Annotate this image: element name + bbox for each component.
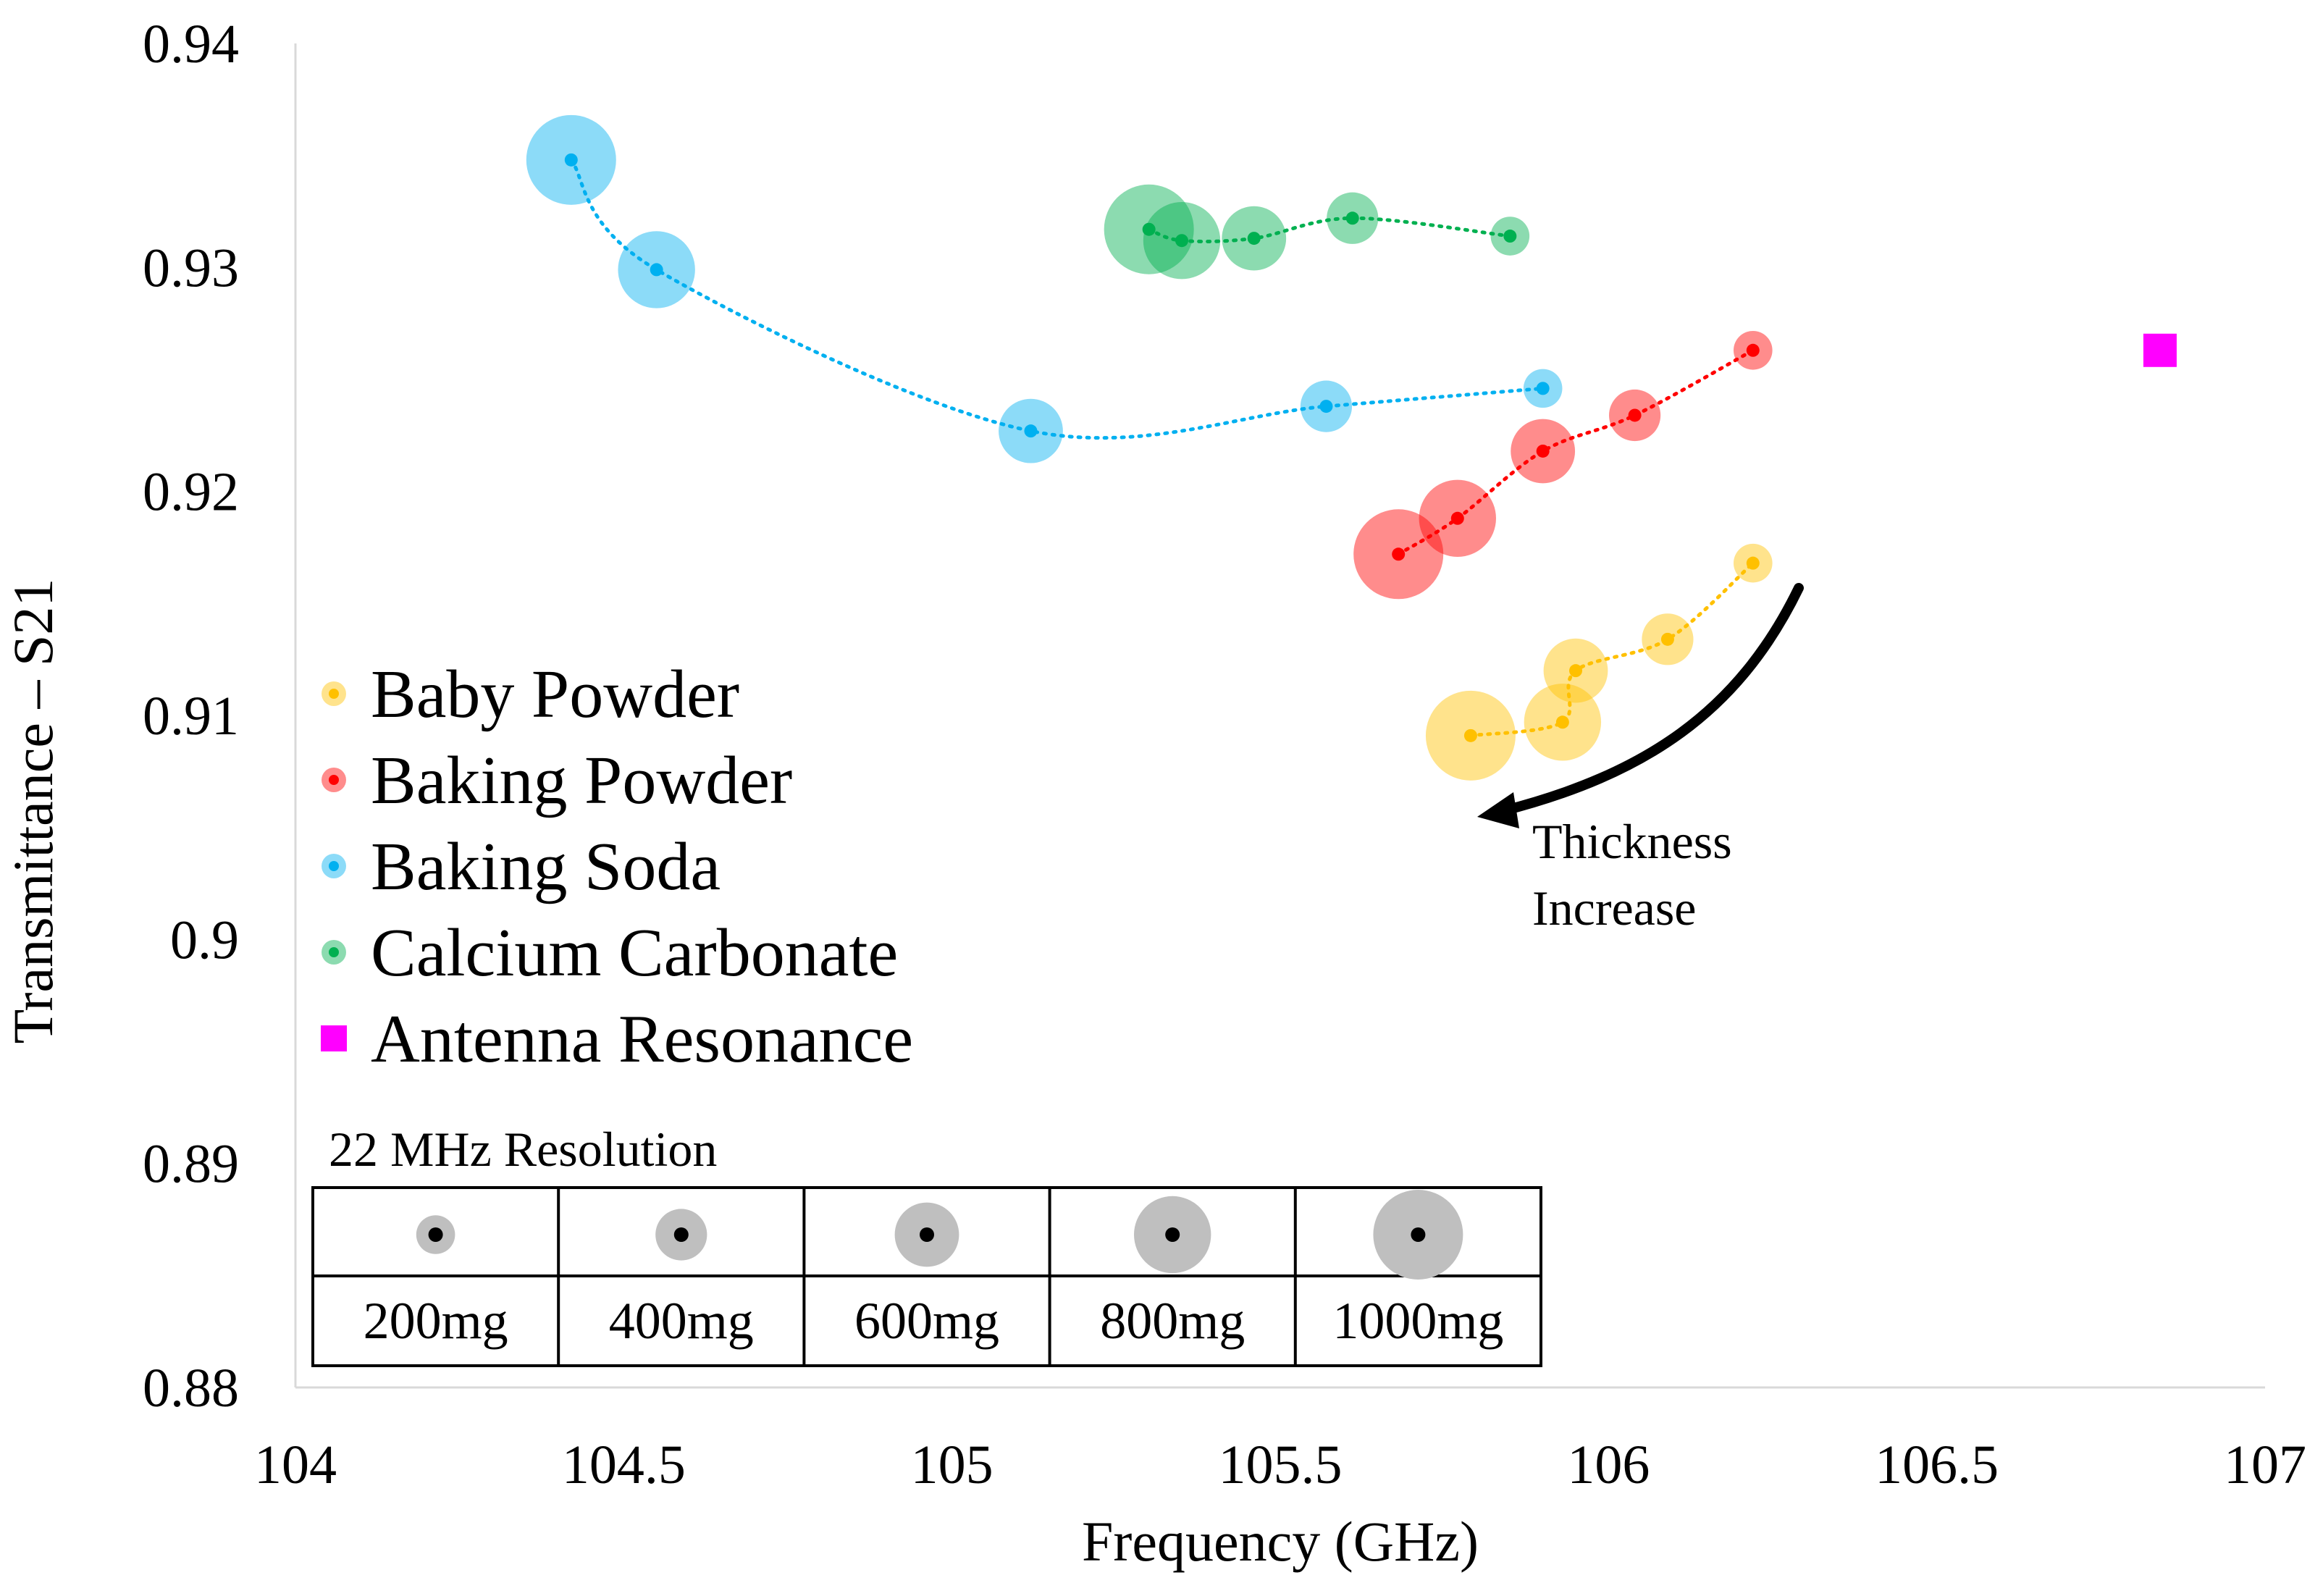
annotation-increase: Increase bbox=[1532, 881, 1696, 936]
baby-powder-point bbox=[1569, 664, 1582, 678]
baby-powder-point bbox=[1555, 715, 1569, 729]
annotation-thickness: Thickness bbox=[1532, 814, 1732, 869]
calcium-carbonate-point bbox=[1345, 211, 1359, 225]
legend-baking-soda-label: Baking Soda bbox=[371, 829, 721, 904]
baby-powder-point bbox=[1660, 632, 1674, 646]
antenna-resonance-group bbox=[2143, 333, 2177, 367]
y-tick-labels: 0.88 0.89 0.9 0.91 0.92 0.93 0.94 bbox=[143, 14, 239, 1419]
x-tick-label: 105.5 bbox=[1219, 1435, 1343, 1495]
baby-powder-point bbox=[1746, 556, 1760, 570]
legend-baking-soda-dot bbox=[329, 861, 339, 871]
x-tick-labels: 104 104.5 105 105.5 106 106.5 107 bbox=[254, 1435, 2306, 1495]
y-tick-label: 0.89 bbox=[143, 1134, 239, 1195]
baking-powder-point bbox=[1450, 511, 1464, 525]
x-axis-title: Frequency (GHz) bbox=[1082, 1510, 1479, 1573]
baby-powder-point bbox=[1463, 728, 1477, 742]
x-tick-label: 107 bbox=[2224, 1435, 2306, 1495]
x-tick-label: 106.5 bbox=[1875, 1435, 1999, 1495]
y-tick-label: 0.88 bbox=[143, 1358, 239, 1419]
baking-powder-point bbox=[1746, 343, 1760, 357]
legend-baking-powder-label: Baking Powder bbox=[371, 743, 792, 818]
legend-antenna-resonance-label: Antenna Resonance bbox=[371, 1001, 913, 1077]
x-tick-label: 106 bbox=[1567, 1435, 1650, 1495]
baking-soda-point bbox=[1319, 400, 1333, 413]
legend: Baby Powder Baking Powder Baking Soda Calci… bbox=[321, 657, 913, 1077]
size-legend: 200mg 400mg 600mg 800mg 1000mg bbox=[311, 1186, 1542, 1367]
point-centers bbox=[564, 153, 1760, 742]
y-tick-label: 0.9 bbox=[170, 910, 239, 970]
antenna-resonance-marker bbox=[2143, 333, 2177, 367]
x-tick-label: 104.5 bbox=[562, 1435, 686, 1495]
calcium-carbonate-point bbox=[1142, 222, 1156, 236]
size-legend-label-400mg: 400mg bbox=[609, 1292, 754, 1350]
calcium-carbonate-point bbox=[1175, 234, 1188, 248]
legend-calcium-carbonate-dot bbox=[329, 947, 339, 957]
size-legend-label-600mg: 600mg bbox=[854, 1292, 999, 1350]
baking-soda-point bbox=[564, 153, 578, 167]
y-tick-label: 0.93 bbox=[143, 238, 239, 298]
y-tick-label: 0.92 bbox=[143, 462, 239, 523]
legend-baking-powder-dot bbox=[329, 775, 339, 785]
y-axis-title: Transmittance – S21 bbox=[1, 579, 64, 1044]
size-legend-dot-1000mg bbox=[1411, 1227, 1426, 1242]
baking-powder-point bbox=[1628, 408, 1642, 422]
legend-antenna-resonance-marker bbox=[321, 1025, 347, 1051]
baking-powder-point bbox=[1392, 547, 1406, 561]
size-legend-label-1000mg: 1000mg bbox=[1332, 1292, 1503, 1350]
thickness-arrowhead bbox=[1477, 792, 1519, 828]
baking-soda-point bbox=[1536, 382, 1550, 395]
legend-baby-powder-dot bbox=[329, 689, 339, 699]
x-tick-label: 105 bbox=[911, 1435, 994, 1495]
baking-soda-point bbox=[1024, 424, 1038, 438]
size-legend-label-800mg: 800mg bbox=[1100, 1292, 1245, 1350]
baking-soda-trend-line bbox=[569, 158, 1545, 440]
calcium-carbonate-point bbox=[1247, 232, 1261, 245]
calcium-carbonate-point bbox=[1503, 230, 1517, 243]
thickness-arrow bbox=[1497, 583, 1804, 816]
y-tick-label: 0.94 bbox=[143, 14, 239, 75]
size-legend-dot-400mg bbox=[673, 1227, 689, 1242]
size-legend-dot-800mg bbox=[1165, 1227, 1180, 1242]
size-legend-title: 22 MHz Resolution bbox=[329, 1122, 717, 1177]
size-legend-dot-200mg bbox=[428, 1227, 443, 1242]
baking-powder-point bbox=[1536, 444, 1550, 458]
legend-baby-powder-label: Baby Powder bbox=[371, 657, 739, 732]
baking-soda-point bbox=[650, 263, 663, 277]
y-tick-label: 0.91 bbox=[143, 686, 239, 747]
x-tick-label: 104 bbox=[254, 1435, 337, 1495]
size-legend-dot-600mg bbox=[920, 1227, 934, 1242]
size-legend-label-200mg: 200mg bbox=[364, 1292, 508, 1350]
legend-calcium-carbonate-label: Calcium Carbonate bbox=[371, 915, 898, 991]
